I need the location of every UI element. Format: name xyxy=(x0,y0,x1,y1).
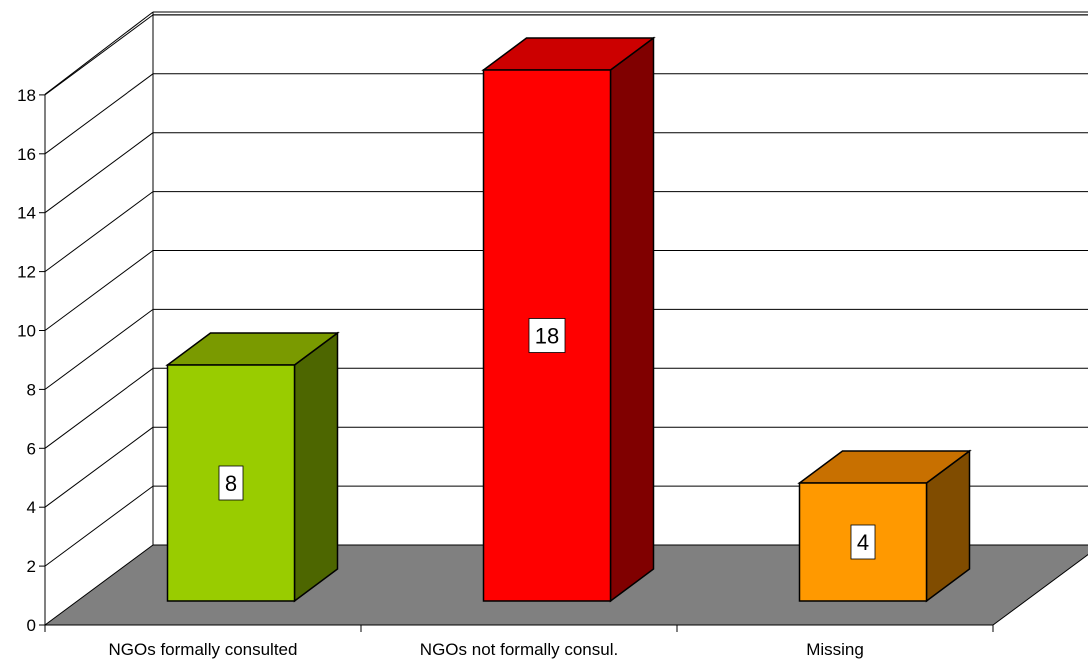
left-wall-gridline xyxy=(44,308,154,390)
bar: 18 xyxy=(481,36,656,603)
data-label-box xyxy=(850,524,876,560)
bar: 4 xyxy=(797,449,972,603)
data-label-box xyxy=(528,318,566,353)
y-tick-label: 16 xyxy=(17,145,36,164)
bar: 8 xyxy=(165,331,340,603)
y-tick-label: 0 xyxy=(27,616,36,635)
bars: 8 18 4 xyxy=(165,36,972,603)
y-tick-label: 6 xyxy=(27,439,36,458)
x-tick-label: Missing xyxy=(806,640,864,659)
x-axis: NGOs formally consulted NGOs not formally… xyxy=(44,624,994,659)
left-wall-gridline xyxy=(44,132,154,214)
left-wall-gridline xyxy=(44,73,154,155)
data-label: 4 xyxy=(857,530,869,555)
left-wall-gridline xyxy=(44,367,154,449)
y-tick-label: 10 xyxy=(17,322,36,341)
y-tick-label: 4 xyxy=(27,498,36,517)
data-label-box xyxy=(218,465,244,501)
x-tick-label: NGOs formally consulted xyxy=(109,640,298,659)
left-wall-top xyxy=(44,11,154,95)
data-label: 8 xyxy=(225,471,237,496)
x-tick-label: NGOs not formally consul. xyxy=(420,640,618,659)
left-wall-gridline xyxy=(44,485,154,567)
left-wall-gridline xyxy=(44,426,154,508)
left-wall-gridline xyxy=(44,14,154,96)
left-wall-gridline xyxy=(44,191,154,273)
y-tick-label: 18 xyxy=(17,86,36,105)
bar-side xyxy=(609,36,655,603)
left-wall-gridline xyxy=(44,250,154,331)
y-tick-label: 14 xyxy=(17,204,36,223)
y-tick-label: 2 xyxy=(27,557,36,576)
bar-side xyxy=(293,331,339,603)
y-tick-label: 12 xyxy=(17,263,36,282)
y-tick-label: 8 xyxy=(27,380,36,399)
data-label: 18 xyxy=(535,324,559,349)
y-axis: 0 2 4 6 8 10 12 14 16 18 xyxy=(17,86,46,635)
